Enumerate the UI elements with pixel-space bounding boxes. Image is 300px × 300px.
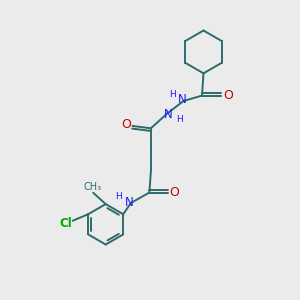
Text: O: O xyxy=(121,118,131,131)
Text: N: N xyxy=(178,93,187,106)
Text: O: O xyxy=(223,89,233,102)
Text: CH₃: CH₃ xyxy=(84,182,102,192)
Text: N: N xyxy=(125,196,134,209)
Text: Cl: Cl xyxy=(60,217,73,230)
Text: H: H xyxy=(176,116,183,124)
Text: O: O xyxy=(169,186,179,199)
Text: H: H xyxy=(115,193,122,202)
Text: H: H xyxy=(169,90,176,99)
Text: N: N xyxy=(164,108,173,122)
